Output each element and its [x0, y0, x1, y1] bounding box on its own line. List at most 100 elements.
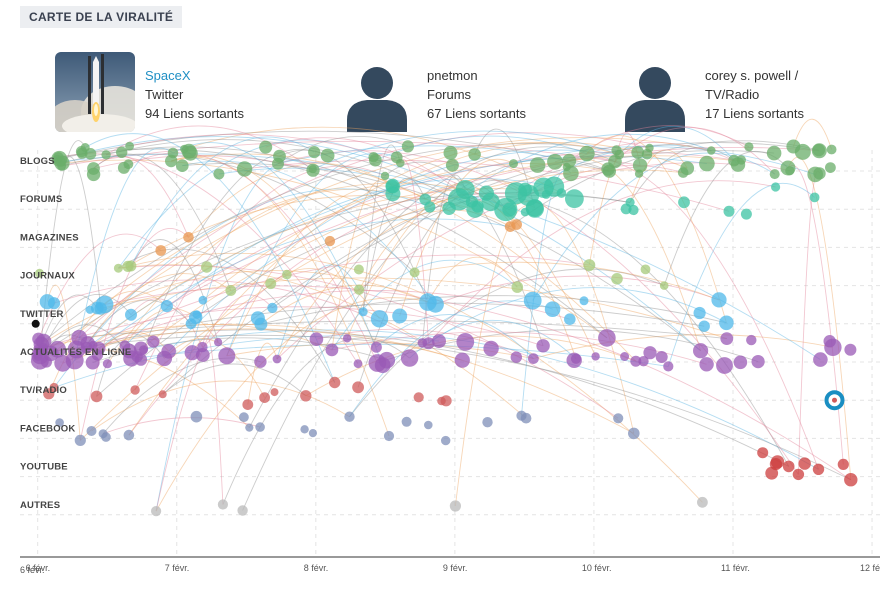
chart-point[interactable]: [598, 329, 616, 347]
chart-point[interactable]: [697, 496, 708, 508]
chart-point[interactable]: [85, 305, 94, 314]
chart-point[interactable]: [481, 192, 500, 212]
chart-point[interactable]: [183, 232, 194, 243]
chart-point[interactable]: [591, 352, 600, 361]
chart-point[interactable]: [213, 168, 225, 180]
chart-point[interactable]: [49, 382, 59, 393]
chart-point[interactable]: [201, 261, 213, 273]
chart-point[interactable]: [483, 340, 499, 357]
chart-point[interactable]: [90, 390, 103, 403]
chart-point[interactable]: [643, 346, 657, 360]
chart-point[interactable]: [837, 458, 849, 470]
chart-point[interactable]: [728, 154, 740, 167]
chart-point[interactable]: [214, 338, 223, 347]
chart-point[interactable]: [455, 180, 475, 199]
chart-point[interactable]: [378, 351, 396, 369]
chart-point[interactable]: [125, 141, 134, 151]
chart-point[interactable]: [659, 281, 669, 290]
chart-point[interactable]: [502, 202, 517, 217]
chart-point[interactable]: [239, 412, 249, 423]
chart-point[interactable]: [32, 332, 45, 346]
chart-point[interactable]: [579, 296, 589, 306]
chart-point[interactable]: [798, 457, 811, 470]
chart-point[interactable]: [563, 165, 579, 182]
chart-point[interactable]: [523, 291, 542, 310]
chart-point[interactable]: [443, 145, 458, 160]
chart-point[interactable]: [544, 301, 561, 318]
chart-point[interactable]: [158, 390, 167, 399]
chart-point[interactable]: [87, 162, 100, 175]
chart-point[interactable]: [565, 189, 584, 209]
chart-point[interactable]: [699, 155, 715, 172]
chart-point[interactable]: [769, 169, 780, 180]
chart-point[interactable]: [792, 468, 805, 481]
chart-point[interactable]: [766, 145, 782, 161]
chart-point[interactable]: [165, 154, 178, 168]
chart-point[interactable]: [614, 149, 625, 160]
chart-point[interactable]: [625, 197, 635, 207]
chart-point[interactable]: [161, 344, 176, 359]
chart-point[interactable]: [254, 317, 268, 331]
chart-point[interactable]: [807, 166, 823, 183]
chart-point[interactable]: [786, 139, 801, 154]
chart-point[interactable]: [85, 355, 100, 370]
chart-point[interactable]: [630, 355, 642, 367]
chart-point[interactable]: [198, 295, 208, 305]
chart-point[interactable]: [320, 148, 335, 163]
chart-point[interactable]: [180, 144, 189, 154]
chart-point[interactable]: [823, 335, 836, 348]
chart-point[interactable]: [466, 200, 484, 218]
chart-point[interactable]: [122, 260, 134, 272]
chart-point[interactable]: [123, 159, 134, 170]
chart-point[interactable]: [813, 352, 828, 367]
chart-point[interactable]: [746, 334, 757, 346]
chart-point[interactable]: [782, 460, 795, 473]
chart-point[interactable]: [101, 432, 111, 442]
chart-point[interactable]: [385, 180, 399, 193]
chart-point[interactable]: [342, 334, 352, 343]
chart-point[interactable]: [638, 356, 649, 367]
chart-point[interactable]: [130, 385, 140, 395]
chart-point[interactable]: [449, 500, 461, 512]
chart-point[interactable]: [189, 310, 203, 324]
chart-point[interactable]: [751, 355, 765, 369]
chart-point[interactable]: [225, 285, 237, 296]
chart-point[interactable]: [536, 339, 550, 353]
chart-point[interactable]: [693, 306, 706, 320]
chart-point[interactable]: [259, 140, 273, 154]
chart-point[interactable]: [383, 430, 395, 442]
chart-point[interactable]: [579, 145, 595, 162]
chart-point[interactable]: [400, 349, 419, 367]
chart-point[interactable]: [620, 352, 630, 361]
chart-point[interactable]: [707, 146, 716, 155]
chart-point[interactable]: [504, 221, 516, 233]
chart-point[interactable]: [419, 293, 437, 311]
chart-point[interactable]: [720, 332, 734, 345]
chart-point[interactable]: [711, 292, 727, 308]
chart-point[interactable]: [245, 423, 254, 432]
chart-point[interactable]: [437, 396, 446, 406]
chart-point[interactable]: [757, 447, 769, 459]
chart-point[interactable]: [699, 357, 714, 372]
chart-point[interactable]: [80, 143, 90, 152]
chart-point[interactable]: [160, 300, 173, 313]
chart-point[interactable]: [628, 204, 639, 216]
chart-point[interactable]: [80, 336, 95, 351]
chart-point[interactable]: [352, 381, 364, 394]
chart-point[interactable]: [308, 146, 321, 159]
chart-point[interactable]: [509, 159, 518, 169]
chart-point[interactable]: [825, 162, 836, 174]
chart-point[interactable]: [74, 434, 86, 446]
chart-point[interactable]: [308, 429, 317, 438]
chart-point[interactable]: [184, 345, 200, 361]
chart-point[interactable]: [698, 320, 710, 332]
chart-point[interactable]: [57, 161, 66, 171]
chart-point[interactable]: [43, 345, 59, 362]
chart-point[interactable]: [417, 338, 428, 348]
chart-point[interactable]: [396, 158, 405, 168]
chart-point[interactable]: [358, 307, 368, 317]
chart-point[interactable]: [35, 268, 44, 278]
chart-point[interactable]: [392, 308, 408, 324]
chart-point[interactable]: [125, 308, 137, 321]
